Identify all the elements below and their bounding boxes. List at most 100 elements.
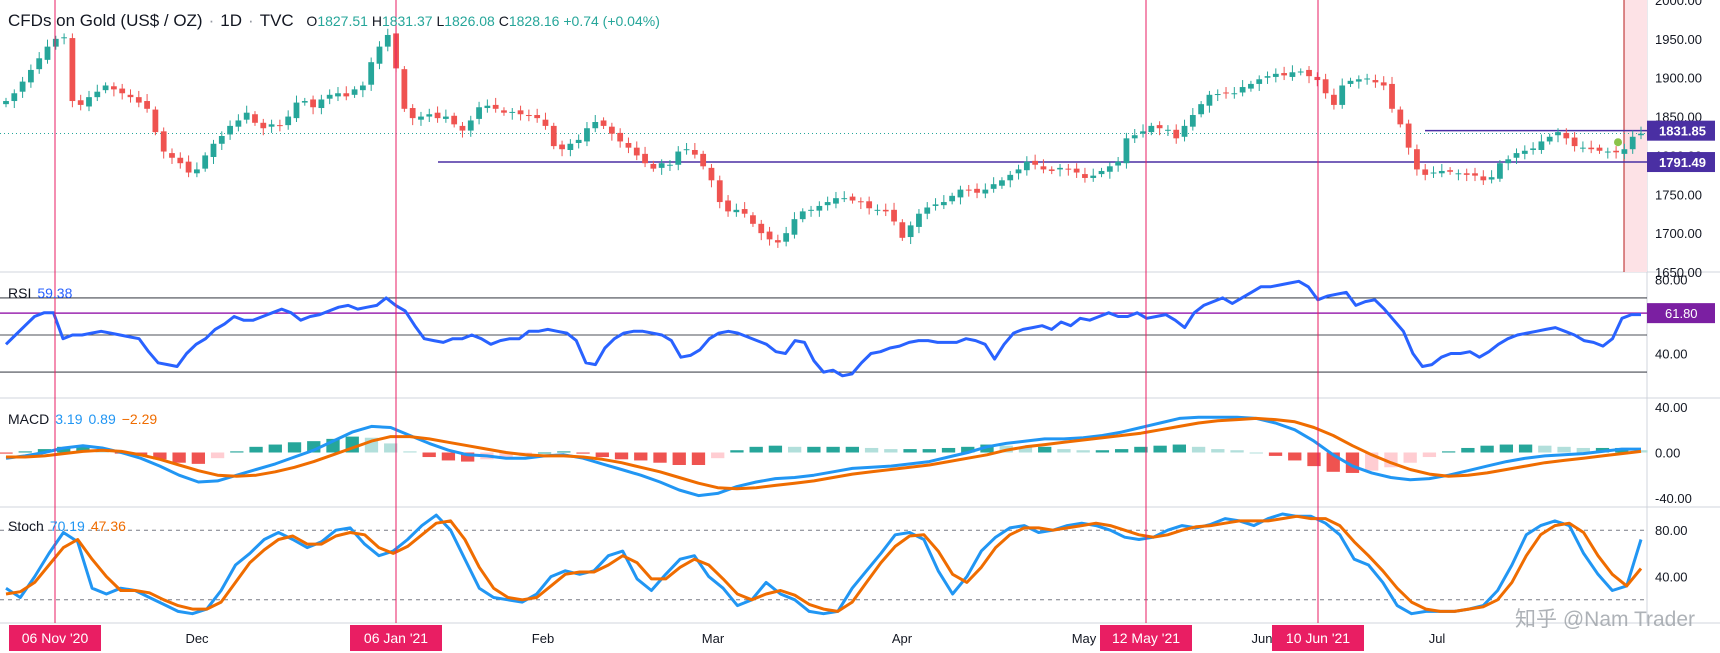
candle-body [492,104,499,109]
candle-body [1015,169,1022,174]
candle-body [642,153,648,164]
candle-body [1140,131,1146,134]
macd-hist-bar [864,447,879,453]
macd-tick-label: -40.00 [1655,491,1692,506]
macd-hist-bar [1095,450,1110,453]
macd-hist-bar [460,452,475,462]
candle-body [1480,176,1487,181]
candle-body [235,120,242,127]
rsi-legend: RSI 59.38 [8,285,72,301]
macd-hist-bar [1211,449,1225,453]
candle-body [185,161,192,173]
candle-body [1538,141,1545,150]
candle-body [534,115,541,119]
candle-body [268,124,275,127]
price-tick-label: 1750.00 [1655,187,1702,202]
candle-body [11,93,18,102]
candle-body [592,122,599,129]
close-label: C [498,13,509,29]
macd-hist-bar [1038,446,1052,453]
level-label: 1791.49 [1659,155,1706,170]
candle-body [1231,93,1238,95]
candle-body [293,102,300,119]
macd-hist-bar [1172,444,1187,453]
candle-body [1596,147,1603,151]
macd-hist-bar [1499,444,1514,453]
macd-hist-bar [249,446,263,453]
candle-body [384,34,391,47]
price-pane [0,129,1647,163]
candle-body [675,151,682,165]
candle-body [949,195,956,202]
macd-hist-bar [1076,450,1090,453]
candle-body [310,99,316,108]
low-value: 1826.08 [444,13,495,29]
stoch-legend: Stoch 70.19 47.36 [8,518,126,534]
candle-body [459,125,466,131]
date-badge-label: 06 Nov '20 [22,630,89,646]
candle-body [1488,177,1495,180]
candle-body [326,94,333,99]
candle-body [774,240,781,243]
candle-body [550,125,557,147]
time-tick-label: Dec [185,631,209,646]
macd-hist-bar [1268,452,1283,456]
candle-body [169,153,175,158]
macd-hist-bar [441,452,456,461]
hist-value: −2.29 [121,411,158,427]
candle-body [940,202,947,206]
candle-body [808,209,814,211]
close-value: 1828.16 [508,13,560,29]
data-source: TVC [259,11,294,30]
macd-hist-bar [307,441,321,453]
candle-body [1604,151,1611,153]
rsi-level-box [1647,303,1715,324]
candle-body [1621,149,1628,154]
macd-hist-bar [210,452,225,459]
candle-body [276,125,283,127]
candle-body [1189,115,1196,127]
candle-body [625,142,632,148]
macd-hist-bar [287,442,302,453]
candle-body [426,114,433,117]
candle-body [1638,133,1644,136]
candle-body [667,164,673,166]
candle-body [409,108,416,119]
macd-hist-bar [691,452,706,465]
macd-hist-bar [1518,444,1533,453]
candle-body [1048,169,1055,171]
candle-body [891,209,897,222]
date-badge-label: 12 May '21 [1112,630,1180,646]
candle-body [841,198,848,200]
macd-hist-bar [57,446,71,453]
candle-body [1297,71,1304,73]
candle-body [1115,161,1122,166]
date-badge-label: 06 Jan '21 [364,630,428,646]
macd-hist-bar [1191,446,1206,453]
macd-hist-bar [191,452,206,464]
candle-body [1156,125,1163,129]
candle-body [982,189,989,194]
candle-body [1007,174,1014,181]
candle-body [1364,78,1371,80]
candle-body [335,93,341,97]
high-value: 1831.37 [381,13,433,29]
macd-hist-bar [0,452,13,454]
candle-body [1521,150,1528,154]
macd-hist-bar [903,449,917,453]
candle-body [94,91,101,98]
macd-hist-bar [1422,452,1437,458]
candle-body [1073,168,1080,173]
macd-hist-bar [1230,450,1244,453]
candle-body [584,128,590,142]
candle-body [44,46,51,60]
candle-body [833,198,839,204]
candle-body [965,189,972,191]
candle-body [691,149,698,155]
candle-body [1206,94,1213,106]
macd-hist-bar [403,451,417,453]
candle-body [750,215,756,224]
candle-body [999,180,1005,186]
macd-hist-bar [1057,449,1071,453]
